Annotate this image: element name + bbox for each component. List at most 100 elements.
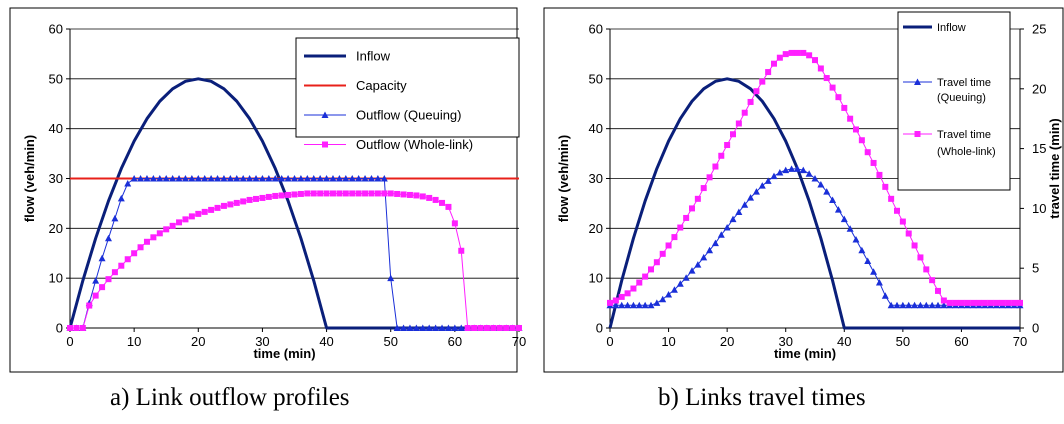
data-point — [1005, 299, 1012, 306]
data-point — [117, 194, 125, 202]
data-point — [811, 175, 819, 182]
data-point — [432, 196, 439, 203]
x-tick-label: 0 — [606, 334, 613, 349]
data-point — [253, 195, 260, 202]
data-point — [451, 324, 459, 331]
data-point — [348, 175, 356, 182]
data-point — [317, 190, 324, 197]
data-point — [380, 175, 388, 182]
data-point — [711, 239, 719, 247]
legend-marker — [914, 78, 921, 85]
y-tick-label: 10 — [589, 271, 603, 286]
data-point — [958, 299, 965, 306]
data-point — [271, 175, 279, 182]
data-point — [894, 207, 900, 214]
data-point — [349, 190, 356, 197]
data-point — [677, 224, 684, 231]
data-point — [899, 218, 906, 225]
data-point — [770, 172, 778, 180]
data-point — [976, 299, 982, 306]
data-point — [653, 299, 661, 306]
data-point — [741, 201, 749, 208]
data-point — [875, 279, 883, 286]
x-tick-label: 60 — [954, 334, 968, 349]
data-point — [336, 190, 343, 197]
legend-marker — [321, 111, 329, 118]
legend-label-line2: (Whole-link) — [937, 146, 996, 158]
data-point — [471, 325, 478, 331]
y-tick-label: 60 — [49, 22, 63, 37]
data-point — [876, 171, 883, 178]
data-point — [361, 175, 369, 182]
data-point — [163, 226, 170, 233]
data-point — [717, 231, 725, 238]
data-point — [426, 194, 433, 201]
data-point — [393, 324, 401, 331]
x-tick-label: 20 — [720, 334, 734, 349]
data-point — [952, 299, 959, 306]
data-point — [776, 169, 784, 176]
data-point — [659, 295, 667, 303]
data-point — [607, 299, 613, 306]
data-point — [124, 256, 131, 263]
data-point — [612, 297, 619, 304]
data-point — [503, 325, 510, 331]
data-point — [329, 175, 337, 182]
data-point — [612, 301, 620, 309]
data-point — [92, 277, 100, 284]
data-point — [840, 215, 848, 223]
y2-tick-label: 0 — [1032, 321, 1039, 336]
data-point — [993, 299, 1000, 306]
data-point — [946, 299, 953, 306]
data-point — [214, 204, 221, 211]
data-point — [259, 194, 266, 201]
data-point — [653, 259, 660, 266]
data-point — [758, 182, 766, 189]
data-point — [648, 266, 654, 273]
data-point — [444, 324, 452, 331]
data-point — [870, 268, 878, 275]
data-point — [387, 190, 394, 197]
data-point — [316, 175, 324, 182]
legend-label: Inflow — [356, 49, 391, 64]
data-point — [374, 175, 382, 182]
data-point — [419, 193, 426, 200]
y-axis-label: flow (veh/min) — [22, 135, 37, 222]
data-point — [929, 277, 936, 284]
data-point — [169, 175, 177, 182]
data-point — [451, 220, 458, 227]
data-point — [618, 293, 625, 300]
series-travel-time-whole-link — [607, 49, 1023, 306]
x-tick-label: 10 — [127, 334, 141, 349]
data-point — [706, 246, 714, 254]
x-tick-label: 20 — [191, 334, 205, 349]
series-outflow-whole-link — [67, 190, 522, 331]
data-point — [201, 175, 209, 182]
data-point — [67, 325, 73, 331]
caption-link-outflow-profiles: a) Link outflow profiles — [110, 384, 350, 411]
data-point — [445, 203, 452, 210]
data-point — [201, 208, 208, 215]
data-point — [922, 301, 930, 309]
data-point — [899, 301, 907, 309]
data-point — [676, 280, 684, 287]
data-point — [642, 273, 649, 280]
data-point — [881, 292, 889, 299]
data-point — [782, 166, 790, 174]
legend-item-capacity: Capacity — [304, 78, 407, 93]
data-point — [629, 301, 637, 309]
legend-item-outflow-whole-link: Outflow (Whole-link) — [304, 137, 473, 152]
data-point — [169, 222, 176, 229]
y-tick-label: 0 — [596, 321, 603, 336]
legend-label-line2: (Queuing) — [937, 92, 986, 104]
data-point — [483, 325, 490, 331]
data-point — [987, 299, 994, 306]
data-point — [92, 292, 99, 299]
y2-tick-label: 20 — [1032, 81, 1046, 96]
data-point — [712, 163, 719, 170]
data-point — [887, 301, 895, 309]
data-point — [278, 175, 286, 182]
legend-item-inflow: Inflow — [304, 49, 391, 64]
data-point — [381, 190, 388, 197]
